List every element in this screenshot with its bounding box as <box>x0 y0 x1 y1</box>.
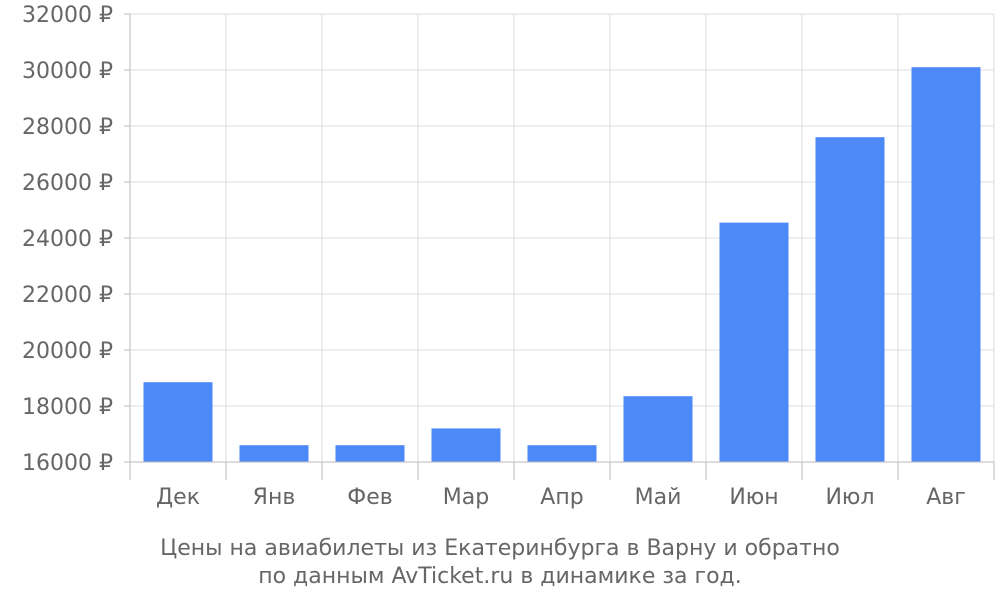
y-tick-label: 26000 ₽ <box>22 171 113 196</box>
y-tick-label: 28000 ₽ <box>22 115 113 140</box>
bar-Дек <box>143 382 213 462</box>
bar-Авг <box>911 67 981 462</box>
bar-Май <box>623 396 693 462</box>
bar-Апр <box>527 445 597 462</box>
y-tick-label: 22000 ₽ <box>22 283 113 308</box>
bars <box>143 67 981 462</box>
chart-caption-line-1: Цены на авиабилеты из Екатеринбурга в Ва… <box>160 536 840 561</box>
bar-Июл <box>815 137 885 462</box>
x-tick-label: Мар <box>443 485 489 510</box>
y-tick-label: 18000 ₽ <box>22 395 113 420</box>
x-tick-label: Июл <box>825 485 874 510</box>
y-tick-label: 24000 ₽ <box>22 227 113 252</box>
x-tick-label: Июн <box>729 485 778 510</box>
y-tick-label: 30000 ₽ <box>22 59 113 84</box>
bar-Мар <box>431 428 501 462</box>
y-tick-labels: 16000 ₽ 18000 ₽ 20000 ₽ 22000 ₽ 24000 ₽ 26000… <box>22 3 113 476</box>
y-tick-label: 20000 ₽ <box>22 339 113 364</box>
bar-Янв <box>239 445 309 462</box>
x-tick-label: Авг <box>926 485 966 510</box>
x-tick-label: Май <box>635 485 682 510</box>
x-tick-labels: Дек Янв Фев Мар Апр Май Июн Июл Авг <box>156 485 966 510</box>
bar-Июн <box>719 222 789 462</box>
x-tick-label: Дек <box>156 485 200 510</box>
bar-Фев <box>335 445 405 462</box>
y-tick-label: 32000 ₽ <box>22 3 113 28</box>
y-tick-label: 16000 ₽ <box>22 451 113 476</box>
axes <box>124 13 995 480</box>
x-tick-label: Фев <box>347 485 392 510</box>
x-tick-label: Апр <box>540 485 583 510</box>
x-tick-label: Янв <box>253 485 296 510</box>
chart-caption-line-2: по данным AvTicket.ru в динамике за год. <box>258 564 742 589</box>
grid <box>129 13 995 463</box>
